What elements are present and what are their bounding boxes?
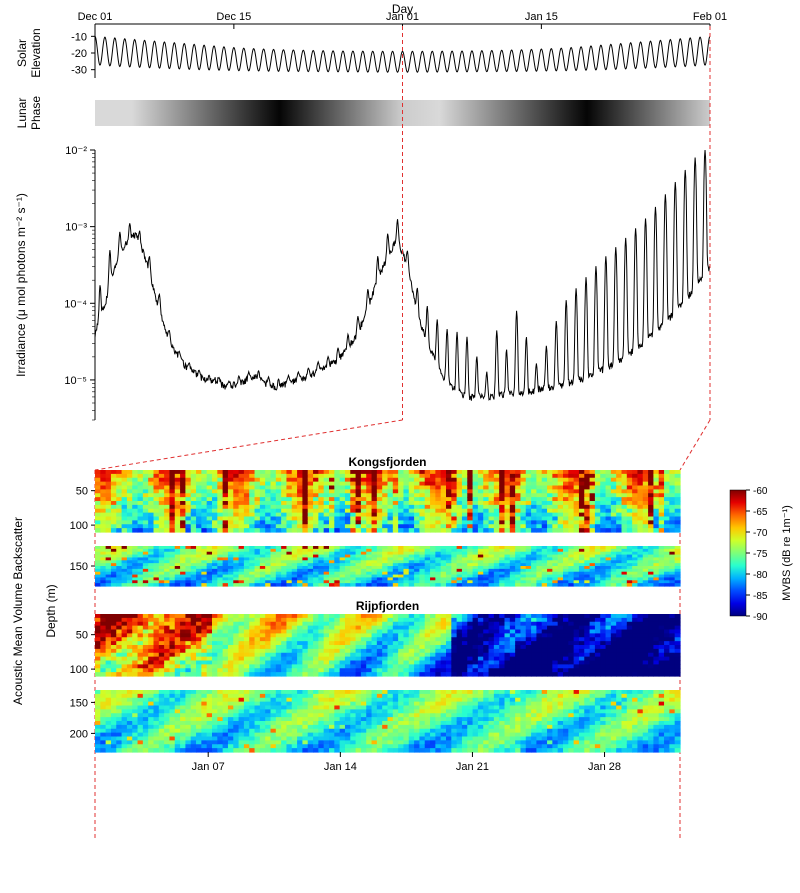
svg-text:Phase: Phase — [29, 96, 43, 130]
svg-text:Solar: Solar — [15, 39, 29, 67]
svg-text:Kongsfjorden: Kongsfjorden — [349, 455, 427, 469]
heatmap-panel — [95, 690, 681, 753]
svg-text:Lunar: Lunar — [15, 98, 29, 129]
svg-text:150: 150 — [70, 561, 88, 573]
svg-text:Irradiance (μ mol photons m⁻²: Irradiance (μ mol photons m⁻² s⁻¹) — [14, 193, 28, 377]
svg-text:Rijpfjorden: Rijpfjorden — [356, 599, 419, 613]
svg-text:50: 50 — [76, 486, 88, 498]
svg-text:-30: -30 — [71, 65, 87, 77]
heatmap-panel — [95, 546, 681, 587]
svg-text:Feb 01: Feb 01 — [693, 11, 727, 23]
svg-text:10⁻⁴: 10⁻⁴ — [64, 298, 87, 310]
heatmap-panel — [95, 614, 681, 677]
svg-text:Jan 15: Jan 15 — [525, 11, 558, 23]
heatmap-panel — [95, 470, 681, 533]
figure-root: DayDec 01Dec 15Jan 01Jan 15Feb 01-10-20-… — [0, 0, 800, 893]
svg-text:Dec 01: Dec 01 — [78, 11, 113, 23]
svg-text:Dec 15: Dec 15 — [216, 11, 251, 23]
svg-text:10⁻⁵: 10⁻⁵ — [64, 375, 87, 387]
svg-text:10⁻²: 10⁻² — [65, 145, 87, 157]
svg-text:-20: -20 — [71, 48, 87, 60]
svg-text:100: 100 — [70, 520, 88, 532]
svg-text:10⁻³: 10⁻³ — [65, 222, 87, 234]
svg-text:Elevation: Elevation — [29, 28, 43, 77]
svg-text:Jan 01: Jan 01 — [386, 11, 419, 23]
svg-text:-10: -10 — [71, 31, 87, 43]
